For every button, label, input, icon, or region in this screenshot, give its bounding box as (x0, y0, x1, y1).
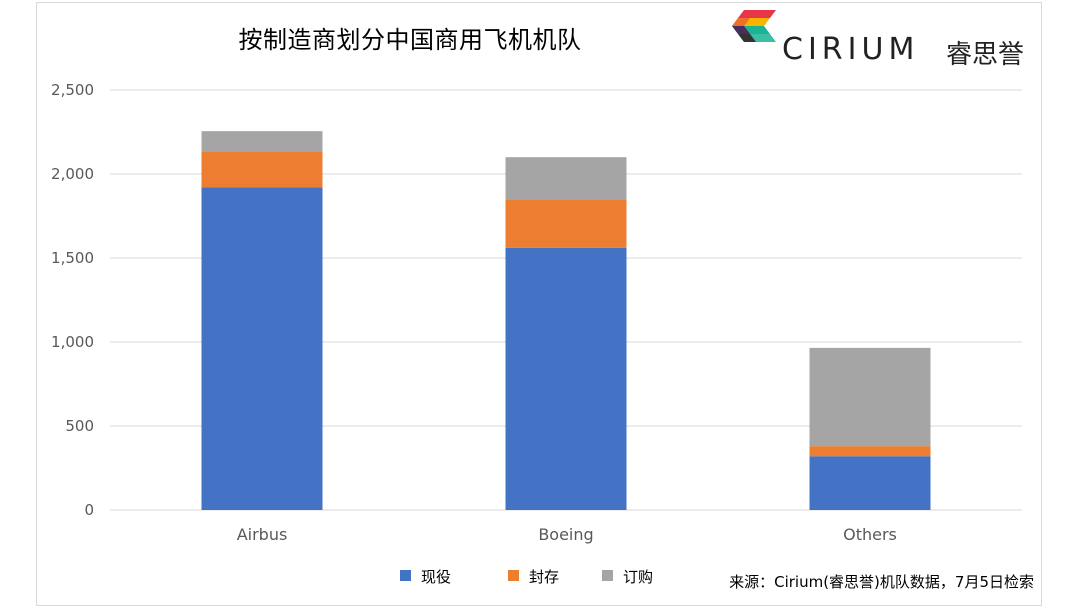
chart-title: 按制造商划分中国商用飞机机队 (238, 26, 582, 54)
legend-label-active: 现役 (421, 568, 452, 586)
y-tick-label: 500 (65, 417, 94, 435)
source-note: 来源：Cirium(睿思誉)机队数据，7月5日检索 (729, 573, 1034, 591)
legend-item-active: 现役 (400, 566, 451, 587)
legend-swatch-stored (508, 570, 519, 581)
legend-label-stored: 封存 (529, 568, 560, 586)
bar-segment (201, 187, 323, 510)
x-tick-label: Airbus (237, 525, 288, 544)
bar-segment (809, 347, 931, 447)
legend-swatch-ordered (602, 570, 613, 581)
y-tick-label: 0 (84, 501, 94, 519)
legend-item-ordered: 订购 (602, 566, 653, 587)
bar-segment (505, 247, 627, 511)
cirium-chinese-name: 睿思誉 (946, 40, 1025, 70)
bar-segment (505, 199, 627, 248)
x-tick-label: Others (843, 525, 897, 544)
bar-segment (505, 157, 627, 200)
y-tick-label: 1,500 (51, 249, 94, 267)
bar-segment (809, 456, 931, 510)
y-tick-label: 1,000 (51, 333, 94, 351)
y-tick-label: 2,500 (51, 81, 94, 99)
cirium-logo: CIRIUM 睿思誉 (730, 8, 1040, 70)
legend-label-ordered: 订购 (623, 568, 654, 586)
bar-segment (201, 131, 323, 152)
x-tick-label: Boeing (538, 525, 593, 544)
bar-segment (201, 151, 323, 188)
y-tick-label: 2,000 (51, 165, 94, 183)
legend-item-stored: 封存 (508, 566, 559, 587)
bar-segment (809, 446, 931, 457)
cirium-wordmark: CIRIUM (782, 32, 920, 67)
cirium-logo-mark-icon (732, 10, 776, 42)
chart-frame (36, 2, 1042, 606)
legend-swatch-active (400, 570, 411, 581)
